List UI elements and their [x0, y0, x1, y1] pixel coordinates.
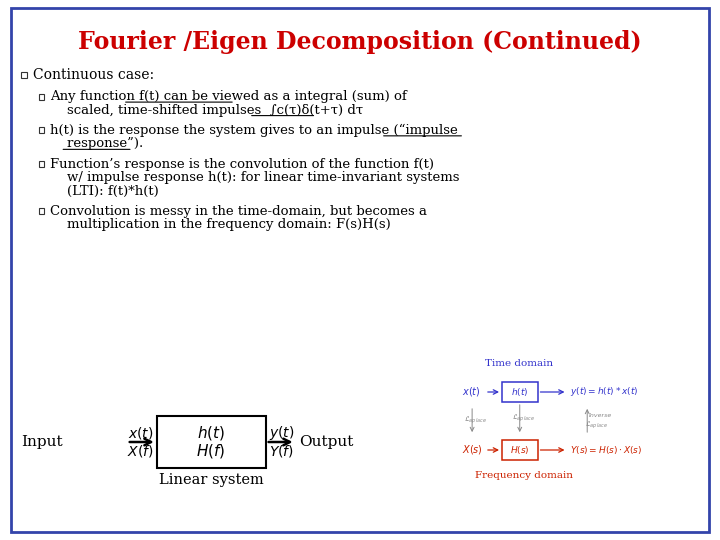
Bar: [39, 208, 45, 214]
Text: $\mathcal{L}_{aplace}$: $\mathcal{L}_{aplace}$: [464, 415, 487, 426]
Text: $X(s)$: $X(s)$: [462, 443, 483, 456]
Text: $X(f)$: $X(f)$: [127, 443, 154, 459]
Text: $h(t)$: $h(t)$: [511, 386, 528, 398]
Text: $H(s)$: $H(s)$: [510, 444, 530, 456]
Text: scaled, time-shifted impulses  ∫c(τ)δ(t+τ) dτ: scaled, time-shifted impulses ∫c(τ)δ(t+τ…: [50, 104, 364, 117]
Text: Time domain: Time domain: [485, 360, 553, 368]
Text: $\mathcal{L}_{aplace}$: $\mathcal{L}_{aplace}$: [512, 413, 535, 424]
FancyBboxPatch shape: [157, 416, 266, 468]
Text: $y(t) = h(t)*x(t)$: $y(t) = h(t)*x(t)$: [570, 386, 639, 399]
Text: Input: Input: [21, 435, 63, 449]
Text: Function’s response is the convolution of the function f(t): Function’s response is the convolution o…: [50, 158, 434, 171]
Text: response”).: response”).: [50, 137, 144, 150]
Bar: [39, 93, 45, 99]
Bar: [39, 127, 45, 133]
Text: w/ impulse response h(t): for linear time-invariant systems: w/ impulse response h(t): for linear tim…: [50, 171, 460, 184]
Text: multiplication in the frequency domain: F(s)H(s): multiplication in the frequency domain: …: [50, 218, 391, 231]
Text: Continuous case:: Continuous case:: [32, 68, 153, 82]
Text: Output: Output: [300, 435, 354, 449]
Text: $\mathcal{L}_{aplace}$: $\mathcal{L}_{aplace}$: [585, 420, 608, 431]
Text: $x(t)$: $x(t)$: [128, 425, 153, 441]
Text: h(t) is the response the system gives to an impulse (“impulse: h(t) is the response the system gives to…: [50, 124, 458, 137]
Bar: [21, 72, 27, 78]
FancyBboxPatch shape: [11, 8, 709, 532]
FancyBboxPatch shape: [502, 382, 538, 402]
Text: Linear system: Linear system: [159, 473, 264, 487]
Text: Fourier /Eigen Decomposition (Continued): Fourier /Eigen Decomposition (Continued): [78, 30, 642, 54]
Text: $Y(s) = H(s)\cdot X(s)$: $Y(s) = H(s)\cdot X(s)$: [570, 444, 642, 456]
Text: $x(t)$: $x(t)$: [462, 386, 481, 399]
Text: (LTI): f(t)*h(t): (LTI): f(t)*h(t): [50, 185, 159, 198]
Text: Any function f(t) can be viewed as a integral (sum) of: Any function f(t) can be viewed as a int…: [50, 90, 408, 103]
Text: Convolution is messy in the time-domain, but becomes a: Convolution is messy in the time-domain,…: [50, 205, 428, 218]
Text: Frequency domain: Frequency domain: [475, 470, 573, 480]
Text: Inverse: Inverse: [589, 413, 613, 418]
Text: $y(t)$: $y(t)$: [269, 424, 294, 442]
Text: $h(t)$: $h(t)$: [197, 424, 225, 442]
Text: $H(f)$: $H(f)$: [197, 442, 226, 460]
Text: $Y(f)$: $Y(f)$: [269, 443, 294, 459]
Bar: [39, 161, 45, 167]
FancyBboxPatch shape: [502, 440, 538, 460]
